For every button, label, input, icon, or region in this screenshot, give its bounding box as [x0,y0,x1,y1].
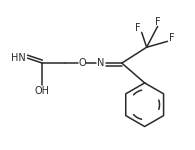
Text: F: F [169,33,174,43]
Text: N: N [97,58,105,68]
Text: F: F [155,18,160,27]
Text: F: F [135,23,141,33]
Text: HN: HN [11,53,26,63]
Text: OH: OH [35,86,50,96]
Text: O: O [78,58,86,68]
